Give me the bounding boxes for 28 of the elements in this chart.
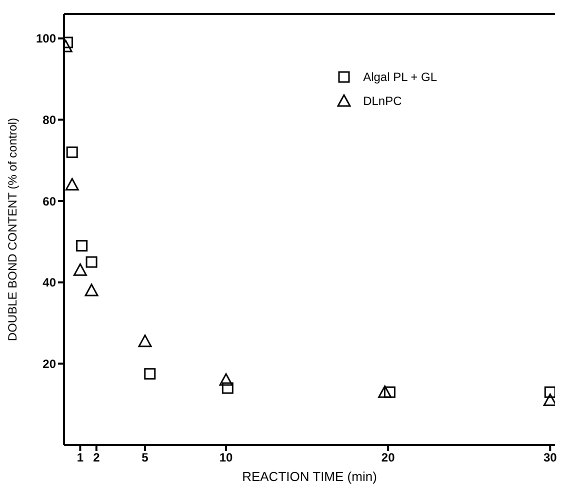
point [219, 373, 233, 386]
y-tick-label: 60 [42, 194, 56, 208]
x-tick-label: 10 [219, 450, 234, 465]
legend-label: Algal PL + GL [363, 70, 437, 84]
y-axis-title: DOUBLE BOND CONTENT (% of control) [5, 118, 20, 342]
y-tick-label: 20 [42, 356, 56, 371]
x-tick-label: 20 [381, 450, 396, 465]
point [144, 368, 156, 380]
point [86, 256, 98, 268]
x-tick-label: 5 [142, 450, 149, 465]
x-tick-label: 2 [93, 450, 100, 465]
point [84, 284, 98, 296]
x-tick-label: 1 [76, 450, 84, 465]
point [65, 178, 79, 191]
y-tick-label: 40 [42, 276, 56, 290]
point [138, 334, 152, 348]
point [73, 263, 87, 276]
point [384, 386, 396, 398]
legend-label: DLnPC [363, 94, 402, 108]
point [222, 382, 234, 394]
point [378, 385, 392, 398]
point [66, 146, 78, 158]
x-tick-label: 30 [543, 450, 558, 465]
y-tick-label: 100 [36, 32, 56, 46]
point [544, 386, 555, 398]
point [76, 240, 88, 252]
y-tick-label: 80 [42, 112, 56, 127]
x-axis-title: REACTION TIME (min) [242, 469, 377, 484]
